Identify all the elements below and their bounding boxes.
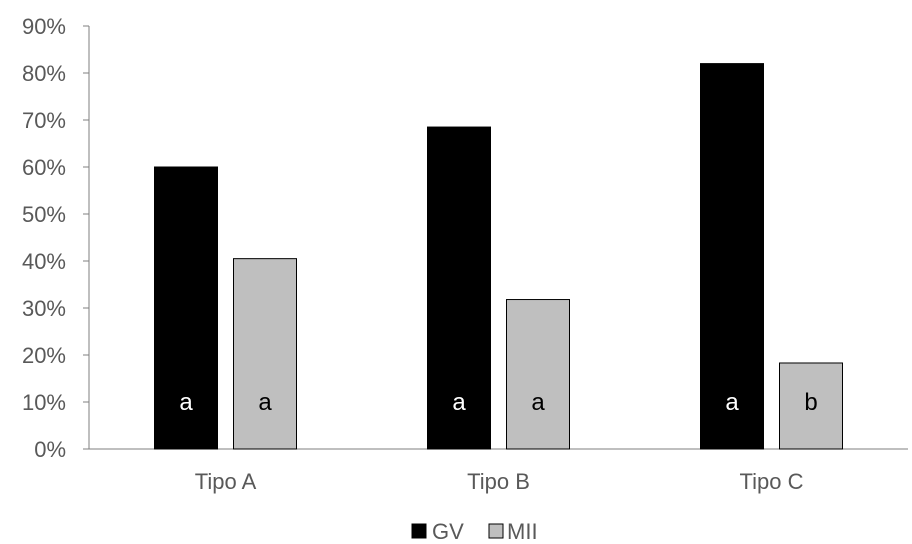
bar-letter-label: b: [804, 389, 817, 416]
y-tick-label: 70%: [22, 108, 66, 133]
y-tick-label: 10%: [22, 390, 66, 415]
bar-gv: [700, 63, 764, 450]
y-tick-label: 0%: [34, 437, 66, 462]
legend-label-mii: MII: [507, 519, 538, 544]
y-tick-label: 60%: [22, 155, 66, 180]
y-tick-label: 80%: [22, 61, 66, 86]
y-axis: 0% 10% 20% 30% 40% 50% 60% 70% 80% 90%: [22, 14, 90, 462]
bar-mii: [779, 362, 843, 450]
bar-mii: [233, 258, 297, 450]
y-tick-label: 40%: [22, 249, 66, 274]
x-tick-label: Tipo B: [467, 469, 530, 494]
bar-letter-label: a: [531, 389, 545, 416]
bar-mii: [506, 299, 570, 450]
legend-swatch-mii: [488, 523, 504, 539]
y-tick-label: 30%: [22, 296, 66, 321]
y-tick-label: 90%: [22, 14, 66, 39]
bar-gv: [154, 166, 218, 450]
bar-letter-label: a: [258, 389, 272, 416]
legend-label-gv: GV: [432, 519, 464, 544]
x-axis: Tipo A Tipo B Tipo C: [89, 448, 908, 494]
x-tick-label: Tipo C: [740, 469, 804, 494]
bar-letter-label: a: [179, 389, 193, 416]
bar-letter-label: a: [452, 389, 466, 416]
x-tick-label: Tipo A: [195, 469, 257, 494]
legend-swatch-gv: [411, 523, 427, 539]
bar-letter-label: a: [725, 389, 739, 416]
bar-gv: [427, 126, 491, 450]
legend: GV MII: [411, 519, 538, 544]
y-tick-label: 20%: [22, 343, 66, 368]
y-tick-label: 50%: [22, 202, 66, 227]
